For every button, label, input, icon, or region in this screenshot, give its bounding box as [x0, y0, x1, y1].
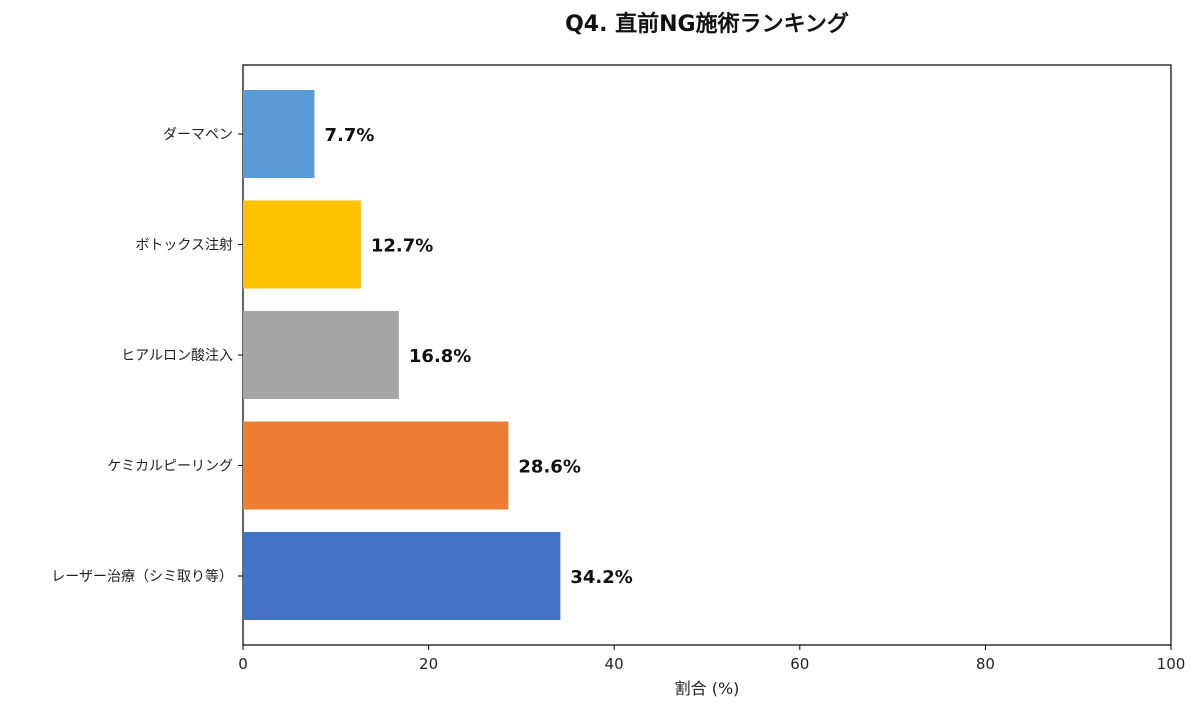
y-category-label-3: ケミカルピーリング: [107, 459, 233, 475]
bar-value-label-2: 16.8%: [409, 346, 471, 367]
bar-4: [243, 532, 561, 620]
y-category-label-2: ヒアルロン酸注入: [121, 348, 233, 364]
y-axis-categories: ダーマペンボトックス注射ヒアルロン酸注入ケミカルピーリングレーザー治療（シミ取り…: [51, 127, 243, 585]
y-category-label-0: ダーマペン: [163, 127, 233, 143]
bar-value-label-1: 12.7%: [371, 236, 433, 257]
bar-value-label-4: 34.2%: [570, 567, 632, 588]
bar-1: [243, 200, 361, 289]
x-axis-ticks: 0 20 40 60 80 100: [238, 645, 1185, 673]
x-tick-label-4: 80: [976, 655, 995, 673]
x-tick-label-3: 60: [790, 655, 809, 673]
y-category-label-1: ボトックス注射: [135, 238, 233, 254]
x-tick-label-2: 40: [605, 655, 624, 673]
bar-0: [243, 90, 315, 178]
chart-title: Q4. 直前NG施術ランキング: [565, 11, 849, 37]
bars-group: 7.7% 12.7% 16.8% 28.6% 34.2%: [243, 90, 633, 620]
bar-value-label-3: 28.6%: [518, 457, 580, 478]
x-tick-label-5: 100: [1157, 655, 1186, 673]
x-tick-label-1: 20: [419, 655, 438, 673]
bar-value-label-0: 7.7%: [324, 125, 374, 146]
y-category-label-4: レーザー治療（シミ取り等）: [51, 568, 233, 585]
bar-2: [243, 311, 399, 399]
bar-3: [243, 421, 509, 510]
x-tick-label-0: 0: [238, 655, 248, 673]
x-axis-label: 割合 (%): [675, 679, 740, 698]
